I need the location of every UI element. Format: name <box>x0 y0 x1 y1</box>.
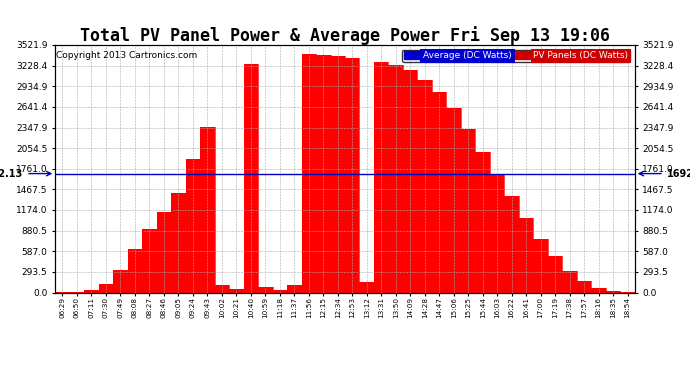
Text: Copyright 2013 Cartronics.com: Copyright 2013 Cartronics.com <box>57 51 197 60</box>
Text: 1692.13: 1692.13 <box>0 169 51 178</box>
Title: Total PV Panel Power & Average Power Fri Sep 13 19:06: Total PV Panel Power & Average Power Fri… <box>80 26 610 45</box>
Text: 1692.13: 1692.13 <box>639 169 690 178</box>
Legend: Average (DC Watts), PV Panels (DC Watts): Average (DC Watts), PV Panels (DC Watts) <box>402 50 630 62</box>
